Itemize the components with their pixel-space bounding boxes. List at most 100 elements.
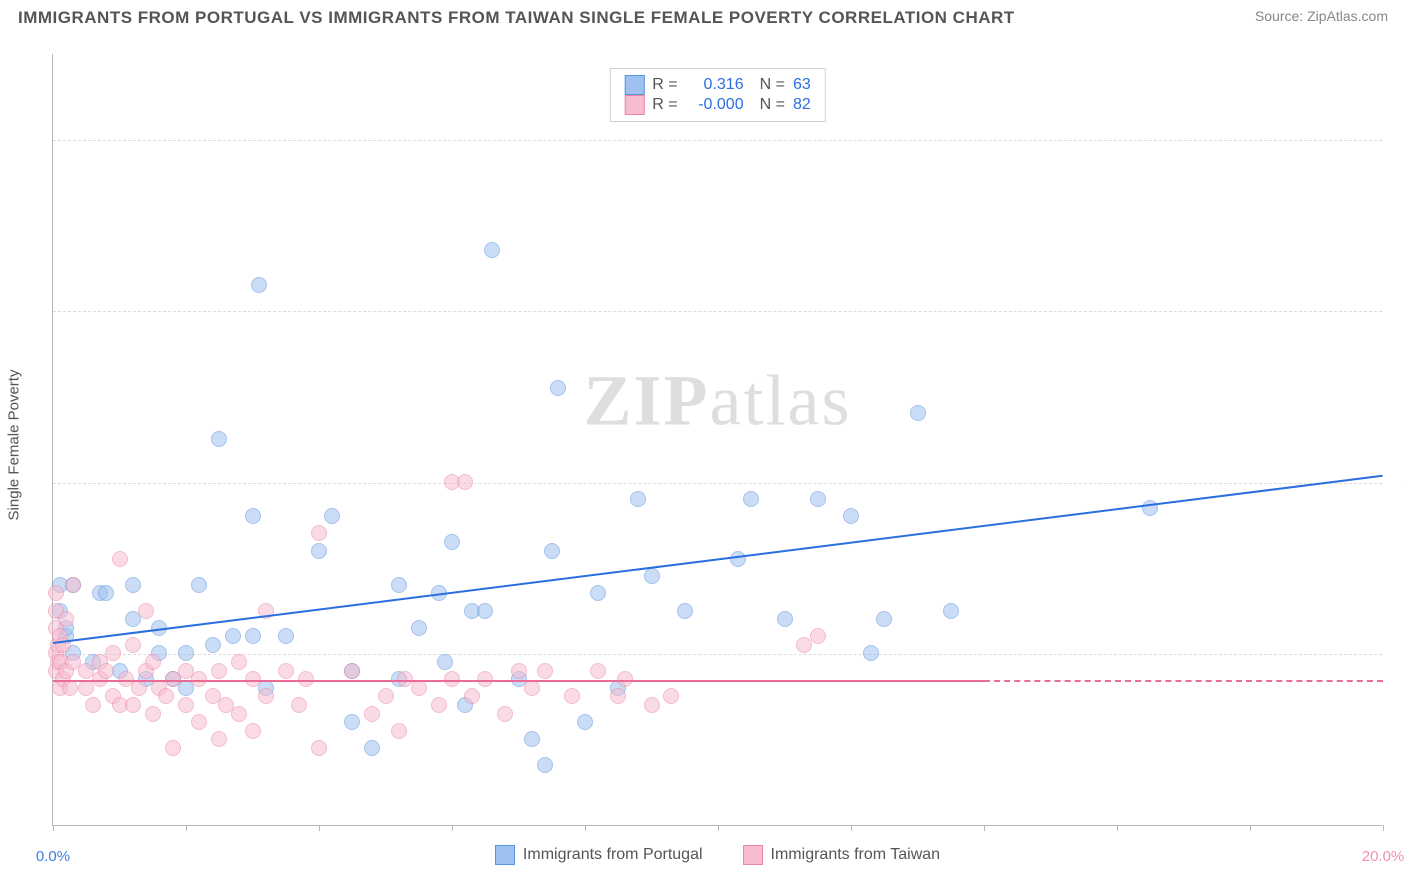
data-point (863, 645, 879, 661)
data-point (311, 740, 327, 756)
legend-label: Immigrants from Portugal (523, 846, 703, 864)
x-tick-mark (319, 825, 320, 831)
data-point (145, 706, 161, 722)
r-label: R = (652, 76, 677, 94)
data-point (165, 740, 181, 756)
x-tick-label: 20.0% (1362, 848, 1405, 865)
trend-line (53, 474, 1383, 643)
data-point (511, 663, 527, 679)
chart-container: Single Female Poverty ZIPatlas R =0.316N… (34, 40, 1388, 850)
data-point (364, 740, 380, 756)
x-tick-mark (984, 825, 985, 831)
data-point (125, 637, 141, 653)
data-point (610, 688, 626, 704)
data-point (65, 577, 81, 593)
data-point (231, 654, 247, 670)
data-point (145, 654, 161, 670)
x-tick-label: 0.0% (36, 848, 70, 865)
y-tick-label: 20.0% (1388, 646, 1406, 663)
data-point (497, 706, 513, 722)
n-label: N = (760, 76, 785, 94)
data-point (245, 628, 261, 644)
data-point (544, 543, 560, 559)
x-tick-mark (718, 825, 719, 831)
data-point (391, 723, 407, 739)
data-point (245, 723, 261, 739)
data-point (484, 242, 500, 258)
n-value: 63 (793, 76, 811, 94)
data-point (524, 731, 540, 747)
source-label: Source: ZipAtlas.com (1255, 8, 1388, 24)
gridline (53, 483, 1382, 484)
data-point (245, 508, 261, 524)
data-point (743, 491, 759, 507)
legend-item: Immigrants from Portugal (495, 845, 703, 865)
data-point (344, 714, 360, 730)
r-label: R = (652, 96, 677, 114)
data-point (391, 577, 407, 593)
data-point (378, 688, 394, 704)
data-point (178, 697, 194, 713)
data-point (191, 714, 207, 730)
data-point (644, 568, 660, 584)
data-point (550, 380, 566, 396)
legend-swatch (624, 75, 644, 95)
data-point (58, 611, 74, 627)
data-point (777, 611, 793, 627)
data-point (85, 697, 101, 713)
data-point (537, 663, 553, 679)
data-point (477, 603, 493, 619)
x-tick-mark (452, 825, 453, 831)
data-point (590, 585, 606, 601)
chart-title: IMMIGRANTS FROM PORTUGAL VS IMMIGRANTS F… (18, 8, 1015, 28)
legend-swatch (743, 845, 763, 865)
data-point (178, 645, 194, 661)
y-axis-label: Single Female Poverty (6, 370, 23, 521)
data-point (943, 603, 959, 619)
data-point (258, 688, 274, 704)
data-point (411, 620, 427, 636)
gridline (53, 140, 1382, 141)
data-point (344, 663, 360, 679)
data-point (630, 491, 646, 507)
legend-row: R =0.316N =63 (624, 75, 810, 95)
data-point (98, 585, 114, 601)
data-point (225, 628, 241, 644)
data-point (464, 688, 480, 704)
data-point (437, 654, 453, 670)
data-point (48, 585, 64, 601)
data-point (158, 688, 174, 704)
data-point (251, 277, 267, 293)
data-point (590, 663, 606, 679)
data-point (125, 697, 141, 713)
y-tick-label: 40.0% (1388, 474, 1406, 491)
watermark: ZIPatlas (584, 359, 852, 442)
data-point (730, 551, 746, 567)
data-point (431, 697, 447, 713)
data-point (205, 637, 221, 653)
gridline (53, 654, 1382, 655)
data-point (231, 706, 247, 722)
data-point (644, 697, 660, 713)
data-point (191, 577, 207, 593)
data-point (537, 757, 553, 773)
data-point (843, 508, 859, 524)
x-tick-mark (1117, 825, 1118, 831)
y-tick-label: 80.0% (1388, 131, 1406, 148)
data-point (677, 603, 693, 619)
data-point (910, 405, 926, 421)
r-value: -0.000 (686, 96, 744, 114)
data-point (125, 577, 141, 593)
data-point (444, 534, 460, 550)
data-point (577, 714, 593, 730)
legend-item: Immigrants from Taiwan (743, 845, 941, 865)
data-point (810, 628, 826, 644)
x-tick-mark (851, 825, 852, 831)
data-point (278, 663, 294, 679)
legend-swatch (495, 845, 515, 865)
data-point (311, 543, 327, 559)
gridline (53, 311, 1382, 312)
data-point (1142, 500, 1158, 516)
data-point (364, 706, 380, 722)
data-point (311, 525, 327, 541)
